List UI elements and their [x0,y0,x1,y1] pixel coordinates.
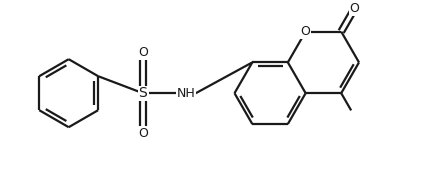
Text: O: O [301,25,310,38]
Text: O: O [138,46,148,59]
Text: NH: NH [177,87,196,100]
Text: S: S [139,86,147,100]
Text: O: O [138,127,148,140]
Text: O: O [349,2,359,15]
